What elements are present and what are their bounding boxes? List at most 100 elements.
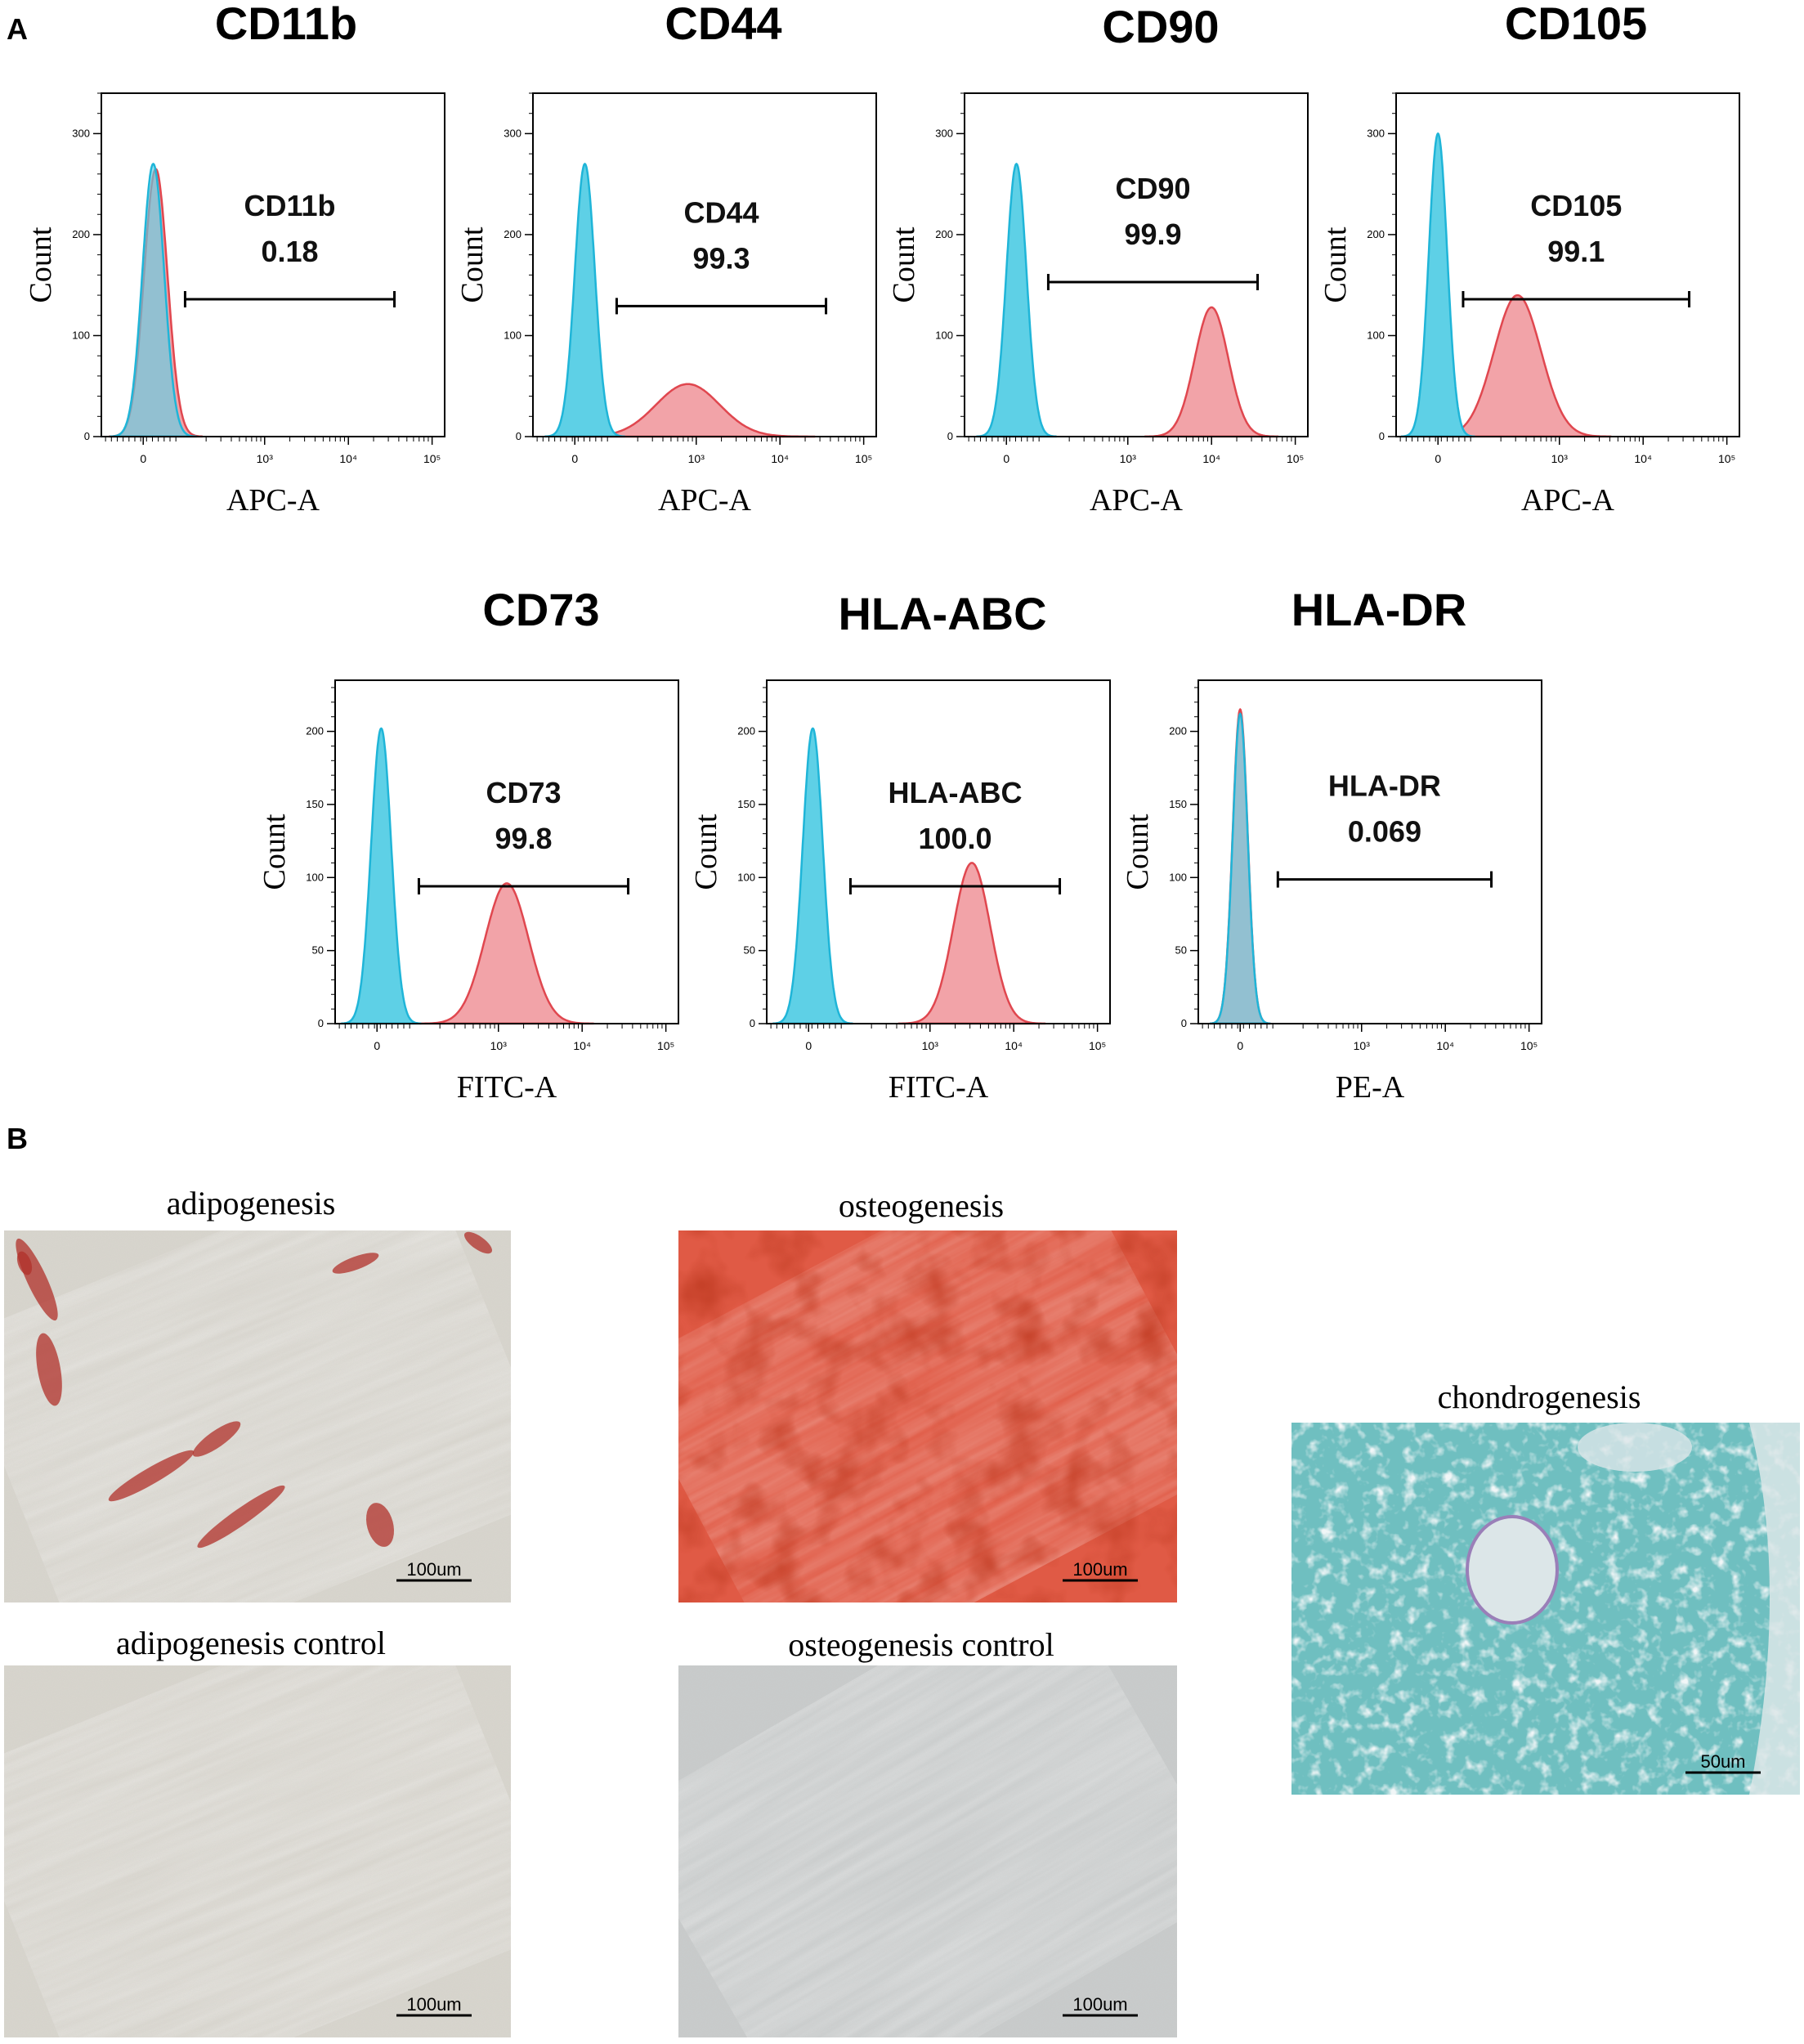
x-tick-label: 10³ bbox=[688, 452, 705, 465]
y-tick-label: 100 bbox=[504, 329, 522, 341]
gate-percent: 0.069 bbox=[1348, 815, 1421, 849]
x-tick-label: 10³ bbox=[1120, 452, 1137, 465]
x-tick-label: 10³ bbox=[1354, 1039, 1371, 1052]
gate-marker bbox=[1462, 291, 1691, 307]
x-tick-label: 0 bbox=[1435, 452, 1441, 465]
y-tick-label: 100 bbox=[306, 871, 324, 883]
y-tick-label: 100 bbox=[935, 329, 953, 341]
scale-bar-label: 100um bbox=[406, 1559, 461, 1580]
x-tick-label: 10⁵ bbox=[1520, 1039, 1538, 1052]
y-tick-label: 300 bbox=[72, 127, 90, 139]
osteogenesis-micrograph: osteogenesis 100um bbox=[678, 1187, 1177, 1602]
histogram-cd73: CD73 0 50 100 150 200 0 10³ 10⁴ 10⁵ Count FITC-A CD7… bbox=[257, 584, 679, 1105]
y-axis-label: Count bbox=[24, 226, 58, 303]
plot-frame bbox=[334, 679, 679, 1024]
x-tick-label: 10⁵ bbox=[1718, 452, 1735, 465]
gate-percent: 99.1 bbox=[1547, 235, 1605, 268]
y-tick-label: 50 bbox=[744, 944, 755, 957]
y-tick-label: 0 bbox=[516, 430, 522, 442]
panel-label-a: A bbox=[7, 12, 28, 46]
histogram-title: CD73 bbox=[482, 584, 599, 635]
y-tick-label: 200 bbox=[1367, 228, 1385, 240]
x-tick-label: 0 bbox=[1237, 1039, 1243, 1052]
x-tick-label: 10³ bbox=[922, 1039, 939, 1052]
micrograph-image bbox=[4, 1230, 511, 1602]
y-tick-label: 100 bbox=[1169, 871, 1187, 883]
histogram-title: CD105 bbox=[1505, 0, 1647, 49]
control-histogram bbox=[1400, 132, 1475, 438]
x-axis-label: APC-A bbox=[226, 483, 320, 518]
histogram-title: CD11b bbox=[215, 0, 357, 49]
x-axis-label: FITC-A bbox=[457, 1070, 557, 1105]
y-tick-label: 150 bbox=[1169, 798, 1187, 810]
scale-bar: 100um bbox=[396, 1994, 472, 2017]
adipogenesis-control-micrograph: adipogenesis control 100um bbox=[4, 1625, 511, 2037]
plot-frame bbox=[532, 92, 877, 437]
panel-label-b: B bbox=[7, 1122, 28, 1155]
x-tick-label: 10³ bbox=[490, 1039, 508, 1052]
y-axis-label: Count bbox=[1318, 226, 1353, 303]
histogram-title: HLA-DR bbox=[1291, 584, 1467, 635]
gate-name: CD11b bbox=[244, 189, 335, 222]
x-tick-label: 10⁴ bbox=[339, 452, 357, 465]
histogram-cd44: CD44 0 100 200 300 0 10³ 10⁴ 10⁵ Count APC-A CD44 99… bbox=[455, 0, 877, 518]
gate-percent: 99.8 bbox=[495, 822, 552, 855]
control-histogram bbox=[110, 163, 197, 438]
x-tick-label: 10⁴ bbox=[1436, 1039, 1454, 1052]
y-tick-label: 200 bbox=[1169, 725, 1187, 737]
x-tick-label: 10³ bbox=[1551, 452, 1569, 465]
y-tick-label: 300 bbox=[935, 127, 953, 139]
y-tick-label: 0 bbox=[84, 430, 90, 442]
x-axis-label: PE-A bbox=[1336, 1070, 1405, 1105]
y-tick-label: 200 bbox=[306, 725, 324, 737]
scale-bar: 50um bbox=[1685, 1751, 1761, 1774]
micrograph-image bbox=[1291, 1423, 1800, 1795]
plot-frame bbox=[1395, 92, 1740, 437]
micrograph-caption: chondrogenesis bbox=[1438, 1378, 1641, 1415]
scale-bar-label: 100um bbox=[1072, 1559, 1127, 1580]
flow-cytometry-histograms: CD11b 0 100 200 300 0 10³ 10⁴ 10⁵ Count APC-A CD11b… bbox=[24, 0, 1740, 1105]
x-tick-label: 10⁴ bbox=[1005, 1039, 1023, 1052]
histogram-hla-dr: HLA-DR 0 50 100 150 200 0 10³ 10⁴ 10⁵ Count PE-A HLA… bbox=[1121, 584, 1542, 1105]
gate-percent: 0.18 bbox=[261, 235, 318, 268]
x-tick-label: 0 bbox=[571, 452, 578, 465]
gate-marker bbox=[1276, 871, 1493, 888]
histogram-cd90: CD90 0 100 200 300 0 10³ 10⁴ 10⁵ Count APC-A CD90 99… bbox=[887, 1, 1309, 518]
x-tick-label: 10⁵ bbox=[423, 452, 441, 465]
micrograph-caption: osteogenesis control bbox=[788, 1626, 1054, 1663]
y-tick-label: 100 bbox=[737, 871, 755, 883]
y-tick-label: 150 bbox=[737, 798, 755, 810]
sample-histogram bbox=[898, 862, 1046, 1025]
plot-frame bbox=[964, 92, 1309, 437]
y-tick-label: 50 bbox=[1175, 944, 1187, 957]
histogram-title: HLA-ABC bbox=[838, 588, 1046, 639]
adipogenesis-micrograph: adipogenesis 100um bbox=[4, 1185, 511, 1602]
x-axis-label: FITC-A bbox=[889, 1070, 989, 1105]
y-tick-label: 200 bbox=[737, 725, 755, 737]
gate-marker bbox=[615, 298, 828, 315]
control-histogram bbox=[1210, 712, 1271, 1025]
control-histogram bbox=[772, 727, 853, 1025]
y-tick-label: 0 bbox=[947, 430, 953, 442]
x-tick-label: 0 bbox=[140, 452, 146, 465]
y-tick-label: 300 bbox=[504, 127, 522, 139]
control-histogram bbox=[544, 162, 625, 438]
gate-name: CD73 bbox=[486, 776, 561, 809]
plot-frame bbox=[101, 92, 445, 437]
y-tick-label: 150 bbox=[306, 798, 324, 810]
control-histogram bbox=[341, 727, 422, 1025]
x-tick-label: 10⁴ bbox=[573, 1039, 591, 1052]
scale-bar-label: 100um bbox=[406, 1994, 461, 2015]
micrograph-caption: adipogenesis bbox=[167, 1185, 336, 1221]
micrograph-caption: adipogenesis control bbox=[116, 1625, 386, 1661]
x-tick-label: 10⁴ bbox=[1202, 452, 1220, 465]
gate-marker bbox=[183, 291, 396, 307]
y-tick-label: 200 bbox=[72, 228, 90, 240]
y-tick-label: 0 bbox=[1379, 430, 1385, 442]
differentiation-micrographs: adipogenesis 100um osteogenesis 100um chondr… bbox=[4, 1185, 1800, 2037]
gate-percent: 99.3 bbox=[692, 241, 750, 275]
x-tick-label: 10⁵ bbox=[1287, 452, 1304, 465]
plot-frame bbox=[766, 679, 1111, 1024]
x-tick-label: 0 bbox=[1003, 452, 1009, 465]
